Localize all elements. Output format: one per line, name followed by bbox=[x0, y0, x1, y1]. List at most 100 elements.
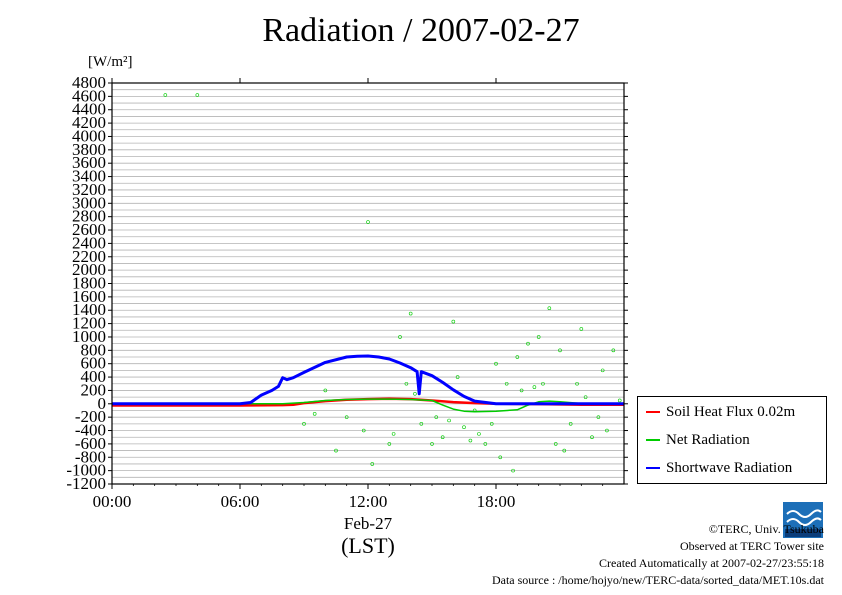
y-tick-label: 1800 bbox=[72, 274, 106, 293]
net-radiation-sample-point bbox=[579, 327, 584, 331]
net-radiation-sample-point bbox=[600, 368, 605, 373]
net-radiation-sample-point bbox=[413, 391, 417, 396]
legend-item-shortwave-radiation: Shortwave Radiation bbox=[646, 458, 792, 478]
chart-title: Radiation / 2007-02-27 bbox=[262, 12, 580, 49]
net-radiation-sample-point bbox=[498, 455, 503, 460]
legend-swatch-shortwave-radiation bbox=[646, 467, 660, 469]
y-tick-label: 4400 bbox=[72, 100, 106, 119]
legend-item-soil-heat-flux: Soil Heat Flux 0.02m bbox=[646, 402, 795, 422]
net-radiation-sample-point bbox=[387, 442, 392, 446]
net-radiation-sample-point bbox=[451, 319, 456, 324]
y-tick-label: 1400 bbox=[72, 300, 106, 319]
y-axis-unit-label: [W/m²] bbox=[88, 54, 133, 70]
y-tick-label: 4600 bbox=[72, 86, 106, 105]
net-radiation-sample-point bbox=[440, 435, 445, 440]
y-tick-label: 3800 bbox=[72, 140, 106, 159]
net-radiation-sample-point bbox=[532, 385, 537, 389]
y-tick-label: 1200 bbox=[72, 314, 106, 333]
net-radiation-sample-point bbox=[302, 422, 306, 426]
net-radiation-sample-point bbox=[541, 381, 545, 386]
y-tick-label: 3000 bbox=[72, 193, 106, 212]
y-tick-label: 600 bbox=[81, 354, 107, 373]
y-tick-label: 200 bbox=[81, 380, 107, 399]
y-tick-label: -1200 bbox=[66, 474, 106, 493]
net-radiation-sample-point bbox=[526, 341, 530, 346]
legend-label: Net Radiation bbox=[666, 431, 750, 448]
y-tick-label: 4000 bbox=[72, 126, 106, 145]
net-radiation-sample-point bbox=[553, 442, 558, 446]
y-tick-label: 3200 bbox=[72, 180, 106, 199]
axes: -1200-1000-800-600-400-20002004006008001… bbox=[66, 73, 628, 558]
y-tick-label: -600 bbox=[75, 434, 106, 453]
footer-created: Created Automatically at 2007-02-27/23:5… bbox=[599, 556, 824, 570]
legend-item-net-radiation: Net Radiation bbox=[646, 430, 750, 450]
y-tick-label: 4200 bbox=[72, 113, 106, 132]
y-tick-label: 4800 bbox=[72, 73, 106, 92]
net-radiation-sample-point bbox=[504, 381, 509, 386]
net-radiation-sample-point bbox=[447, 418, 451, 423]
y-tick-label: 2400 bbox=[72, 233, 106, 252]
net-radiation-sample-point bbox=[366, 220, 370, 224]
net-radiation-sample-point bbox=[430, 442, 434, 446]
x-tick-label: 18:00 bbox=[477, 492, 516, 511]
x-axis-date-label: Feb-27 bbox=[344, 514, 393, 533]
footer-observed: Observed at TERC Tower site bbox=[679, 539, 824, 553]
footer-source: Data source : /home/hojyo/new/TERC-data/… bbox=[491, 573, 824, 587]
net-radiation-sample-point bbox=[477, 432, 481, 436]
net-radiation-sample-point bbox=[536, 335, 541, 339]
net-radiation-sample-point bbox=[334, 448, 338, 453]
series-line-net-radiation bbox=[112, 398, 625, 413]
net-radiation-sample-point bbox=[370, 462, 375, 466]
net-radiation-sample-point bbox=[323, 388, 328, 393]
footer-copyright: ©TERC, Univ. Tsukuba bbox=[708, 522, 824, 536]
legend: Soil Heat Flux 0.02m Net Radiation Short… bbox=[637, 396, 827, 484]
net-radiation-sample-point bbox=[468, 438, 473, 443]
y-tick-label: 0 bbox=[98, 394, 107, 413]
net-radiation-sample-point bbox=[547, 306, 552, 311]
net-radiation-sample-point bbox=[195, 93, 200, 97]
y-tick-label: 1600 bbox=[72, 287, 106, 306]
y-tick-label: 2000 bbox=[72, 260, 106, 279]
net-radiation-sample-point bbox=[611, 348, 616, 353]
y-tick-label: 400 bbox=[81, 367, 107, 386]
net-radiation-sample-point bbox=[408, 311, 413, 316]
net-radiation-sample-point bbox=[344, 415, 349, 419]
net-radiation-sample-point bbox=[398, 335, 402, 339]
net-radiation-sample-point bbox=[583, 395, 588, 399]
y-tick-label: 2600 bbox=[72, 220, 106, 239]
net-radiation-sample-point bbox=[419, 422, 424, 426]
legend-swatch-net-radiation bbox=[646, 439, 660, 441]
x-tick-label: 00:00 bbox=[93, 492, 132, 511]
terc-logo-icon bbox=[783, 502, 823, 538]
x-tick-label: 06:00 bbox=[221, 492, 260, 511]
y-tick-label: 2800 bbox=[72, 207, 106, 226]
net-radiation-sample-point bbox=[519, 388, 524, 393]
net-radiation-sample-point bbox=[391, 432, 396, 436]
net-radiation-sample-point bbox=[361, 428, 366, 433]
net-radiation-sample-point bbox=[511, 468, 515, 473]
x-tick-label: 12:00 bbox=[349, 492, 388, 511]
y-tick-label: 1000 bbox=[72, 327, 106, 346]
net-radiation-sample-point bbox=[558, 348, 562, 353]
y-tick-label: -800 bbox=[75, 447, 106, 466]
y-tick-label: -1000 bbox=[66, 461, 106, 480]
net-radiation-sample-point bbox=[404, 381, 409, 386]
net-radiation-sample-point bbox=[575, 381, 579, 386]
y-tick-label: 3400 bbox=[72, 167, 106, 186]
y-tick-label: -200 bbox=[75, 407, 106, 426]
net-radiation-sample-point bbox=[489, 422, 494, 426]
net-radiation-sample-point bbox=[515, 355, 520, 359]
net-radiation-sample-point bbox=[462, 425, 466, 429]
net-radiation-sample-point bbox=[312, 412, 317, 416]
legend-label: Soil Heat Flux 0.02m bbox=[666, 403, 796, 420]
y-tick-label: -400 bbox=[75, 421, 106, 440]
net-radiation-sample-point bbox=[483, 442, 488, 446]
legend-swatch-soil-heat-flux bbox=[646, 411, 660, 413]
series-line-shortwave-radiation bbox=[112, 354, 624, 406]
net-radiation-sample-point bbox=[596, 415, 601, 419]
series-layer bbox=[112, 93, 625, 473]
net-radiation-sample-point bbox=[568, 422, 573, 426]
y-tick-label: 2200 bbox=[72, 247, 106, 266]
legend-label: Shortwave Radiation bbox=[666, 459, 793, 476]
